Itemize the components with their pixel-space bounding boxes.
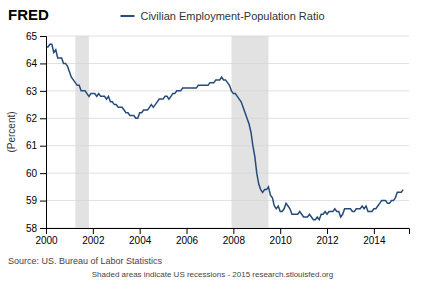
data-layer	[46, 36, 403, 228]
grid-line	[46, 118, 409, 119]
tick-label: 2006	[176, 235, 199, 246]
y-axis: 58 59 60 61 62 63 64 65	[26, 31, 47, 234]
tick-label: 63	[26, 86, 38, 97]
legend-swatch	[120, 15, 134, 17]
grid-line	[46, 200, 409, 201]
footer-text: Shaded areas indicate US recessions - 20…	[92, 270, 333, 279]
tick-label: 2000	[35, 235, 58, 246]
tick: 2002	[82, 228, 105, 246]
tick: 2012	[316, 228, 339, 246]
tick: 2006	[176, 228, 199, 246]
recession-band	[75, 36, 89, 228]
grid-line	[46, 173, 409, 174]
tick: 2010	[270, 228, 293, 246]
recession-band	[231, 36, 268, 228]
axis-line	[47, 229, 410, 235]
tick-mark	[187, 228, 188, 234]
tick: 59	[26, 195, 46, 206]
grid-line	[46, 36, 409, 37]
tick-mark	[40, 201, 46, 202]
tick-label: 60	[26, 168, 38, 179]
tick-mark	[40, 173, 46, 174]
tick-mark	[280, 228, 281, 234]
tick-mark	[40, 91, 46, 92]
tick-mark	[374, 228, 375, 234]
tick-mark	[40, 36, 46, 37]
axis-line	[40, 37, 47, 229]
tick: 2014	[363, 228, 386, 246]
tick-label: 2004	[129, 235, 152, 246]
tick-mark	[233, 228, 234, 234]
tick: 60	[26, 168, 46, 179]
tick: 65	[26, 31, 46, 42]
tick-label: 2012	[316, 235, 339, 246]
tick: 63	[26, 86, 46, 97]
tick-label: 62	[26, 113, 38, 124]
tick-mark	[93, 228, 94, 234]
tick-mark	[40, 228, 46, 229]
tick-mark	[327, 228, 328, 234]
tick-label: 65	[26, 31, 38, 42]
tick-label: 58	[26, 223, 38, 234]
tick: 61	[26, 140, 46, 151]
tick-label: 2010	[270, 235, 293, 246]
grid-line	[46, 145, 409, 146]
tick-label: 2008	[223, 235, 246, 246]
source-text: Source: US. Bureau of Labor Statistics	[8, 256, 163, 266]
x-axis: 2000 2002 2004 2006 2008 2010 2012 2014	[35, 228, 409, 246]
line	[46, 44, 403, 220]
tick-mark	[140, 228, 141, 234]
tick: 58	[26, 223, 46, 234]
tick-label: 2014	[363, 235, 386, 246]
tick: 2008	[223, 228, 246, 246]
tick-label: 2002	[82, 235, 105, 246]
grid-line	[46, 90, 409, 91]
plot: 2000 2002 2004 2006 2008 2010 2012 2014 58 59 60 61…	[26, 31, 410, 246]
tick-mark	[40, 118, 46, 119]
tick-mark	[40, 63, 46, 64]
grid-line	[46, 63, 409, 64]
chart: 2000 2002 2004 2006 2008 2010 2012 2014 58 59 60 61…	[0, 0, 425, 282]
logo-text: FRED	[8, 6, 49, 23]
tick-label: 59	[26, 195, 38, 206]
title: Civilian Employment-Population Ratio	[140, 10, 324, 22]
tick-label: 64	[26, 58, 38, 69]
tick: 62	[26, 113, 46, 124]
tick-label: 61	[26, 140, 38, 151]
tick: 2000	[35, 228, 58, 246]
tick-mark	[40, 146, 46, 147]
grid	[46, 36, 409, 228]
y-axis-label: (Percent)	[6, 111, 17, 152]
tick: 2004	[129, 228, 152, 246]
tick: 64	[26, 58, 46, 69]
